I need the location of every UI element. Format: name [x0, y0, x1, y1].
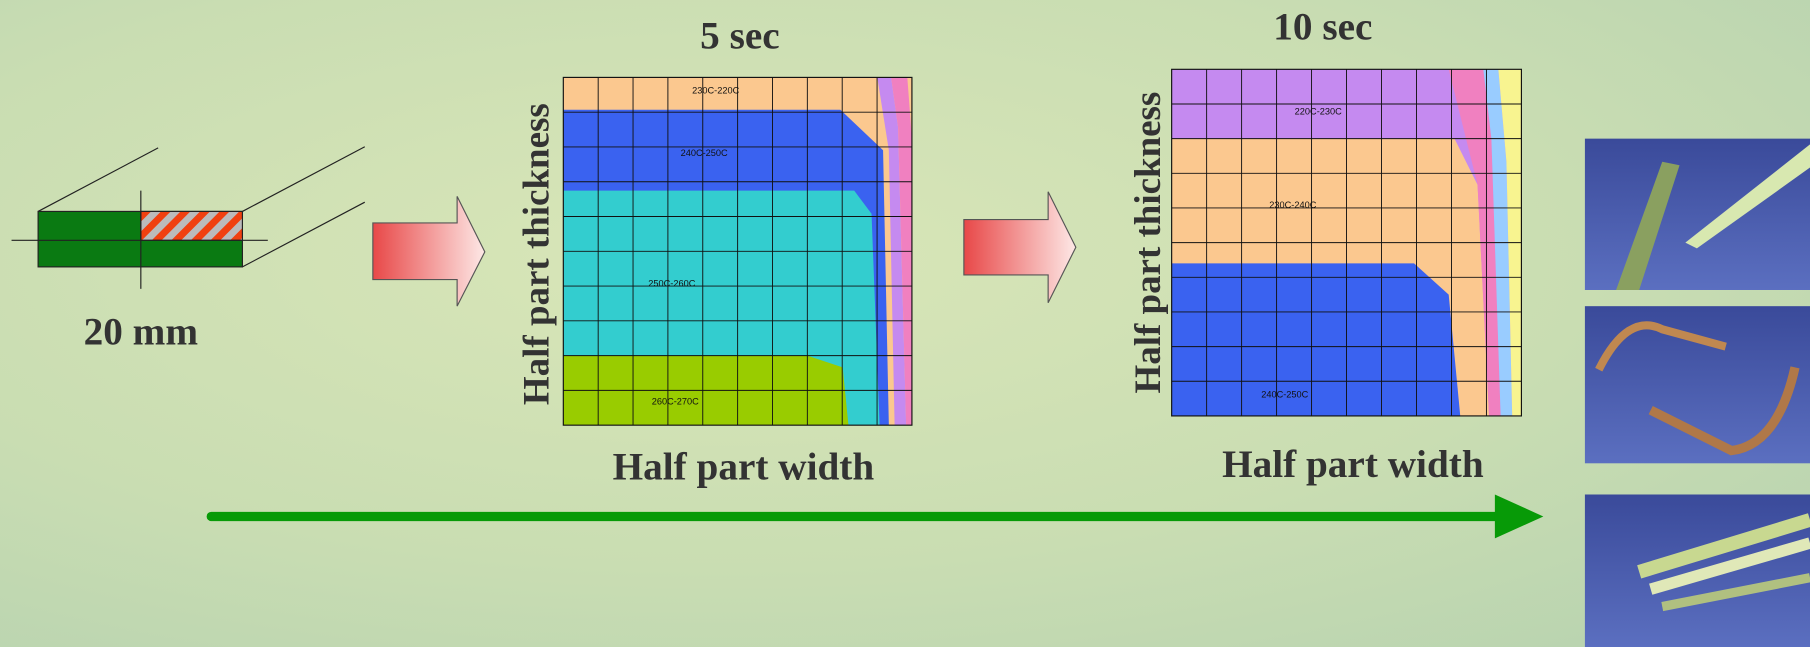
y-axis-label: Half part thickness: [515, 103, 556, 405]
grid: [563, 77, 912, 426]
zone-label: 250C-260C: [648, 279, 695, 289]
panel-title: 10 sec: [1273, 5, 1372, 48]
contour-panel: 5 sec 230C-220C 240C-250C 250C-260C 260C…: [515, 15, 913, 488]
zone-label: 240C-250C: [1261, 389, 1308, 399]
product-photo: [1584, 306, 1810, 464]
block-arrow: [963, 191, 1077, 303]
zone-label: 230C-240C: [1269, 200, 1316, 210]
zone-label: 260C-270C: [652, 396, 699, 406]
zone-label: 220C-230C: [1295, 106, 1342, 116]
y-axis-label: Half part thickness: [1127, 92, 1168, 394]
x-axis-label: Half part width: [613, 445, 875, 488]
grid: [1171, 69, 1522, 416]
cross-section: 20 mm: [11, 146, 366, 353]
zone-label: 240C-250C: [681, 148, 728, 158]
x-axis-label: Half part width: [1222, 443, 1484, 486]
dimension-label: 20 mm: [84, 310, 199, 353]
time-arrow-head: [1494, 494, 1544, 539]
product-photo: [1584, 138, 1810, 290]
panel-title: 5 sec: [700, 15, 780, 58]
zone-label: 230C-220C: [692, 86, 739, 96]
product-photo: [1584, 494, 1810, 647]
contour-panel: 10 sec 220C-230C 230C-240C 240C-250C Hal…: [1127, 5, 1522, 486]
block-arrow: [372, 196, 486, 307]
